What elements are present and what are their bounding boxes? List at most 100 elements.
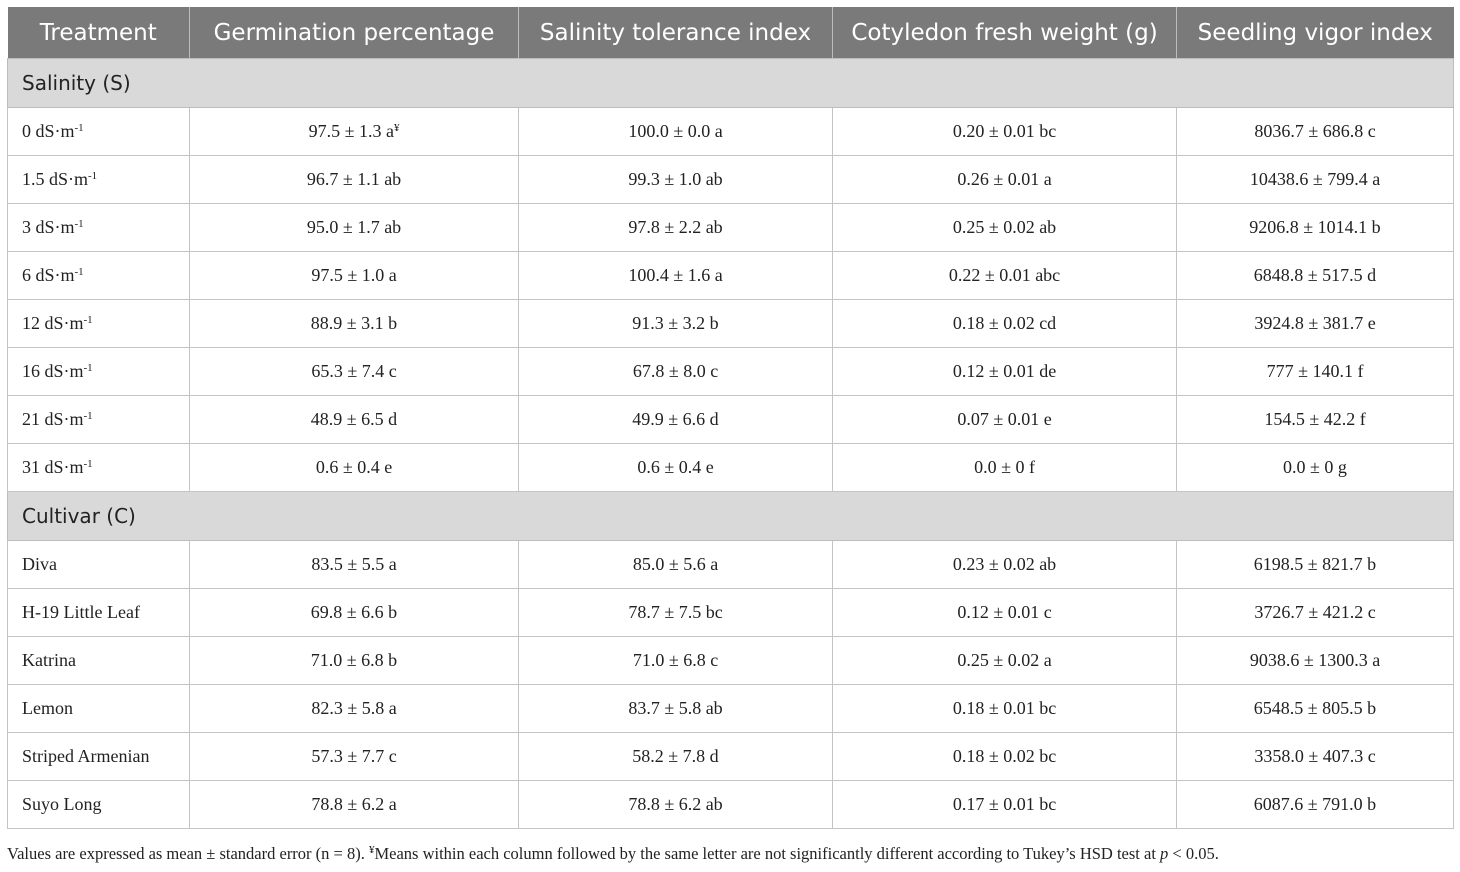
treatment-cell: Lemon [7, 684, 190, 733]
footnote-text-1: Values are expressed as mean ± standard … [7, 844, 369, 863]
germination-percentage-cell: 82.3 ± 5.8 a [189, 684, 519, 733]
cotyledon-fresh-weight-cell: 0.17 ± 0.01 bc [832, 780, 1177, 829]
cell-value: 91.3 ± 3.2 b [632, 313, 719, 333]
cell-value: 49.9 ± 6.6 d [632, 409, 719, 429]
section-title: Cultivar (C) [7, 491, 1454, 541]
cell-value: 0.25 ± 0.02 ab [952, 217, 1057, 237]
seedling-vigor-index-cell: 0.0 ± 0 g [1176, 443, 1454, 492]
cell-value: 0.0 ± 0 f [974, 457, 1035, 477]
header-germination-percentage: Germination percentage [189, 7, 519, 59]
cell-value: 85.0 ± 5.6 a [632, 554, 719, 574]
cell-value: 0.12 ± 0.01 de [952, 361, 1057, 381]
cell-value: 10438.6 ± 799.4 a [1249, 169, 1381, 189]
cell-value: 777 ± 140.1 f [1266, 361, 1364, 381]
cell-value: 69.8 ± 6.6 b [310, 602, 398, 622]
salinity-tolerance-index-cell: 100.0 ± 0.0 a [518, 107, 833, 156]
cell-value: 9038.6 ± 1300.3 a [1249, 650, 1381, 670]
results-table-container: Treatment Germination percentage Salinit… [7, 7, 1454, 829]
treatment-cell: Diva [7, 540, 190, 589]
cell-value: 78.7 ± 7.5 bc [628, 602, 723, 622]
salinity-tolerance-index-cell: 85.0 ± 5.6 a [518, 540, 833, 589]
cell-value: 3726.7 ± 421.2 c [1254, 602, 1376, 622]
salinity-tolerance-index-cell: 99.3 ± 1.0 ab [518, 155, 833, 204]
seedling-vigor-index-cell: 10438.6 ± 799.4 a [1176, 155, 1454, 204]
treatment-cell: 0 dS·m-1 [7, 107, 190, 156]
unit-exponent: -1 [83, 458, 93, 470]
cotyledon-fresh-weight-cell: 0.22 ± 0.01 abc [832, 251, 1177, 300]
cell-value: 71.0 ± 6.8 b [310, 650, 398, 670]
seedling-vigor-index-cell: 8036.7 ± 686.8 c [1176, 107, 1454, 156]
cell-value: 97.5 ± 1.3 a [308, 121, 394, 141]
cell-value: 0.26 ± 0.01 a [957, 169, 1052, 189]
cell-value: 67.8 ± 8.0 c [632, 361, 719, 381]
treatment-cell: Katrina [7, 636, 190, 685]
cell-value: 0.18 ± 0.02 cd [952, 313, 1057, 333]
cell-value: 0.17 ± 0.01 bc [952, 794, 1057, 814]
header-treatment: Treatment [7, 7, 190, 59]
results-table: Treatment Germination percentage Salinit… [7, 7, 1454, 829]
germination-percentage-cell: 95.0 ± 1.7 ab [189, 203, 519, 252]
table-row: 0 dS·m-1 97.5 ± 1.3 a¥ 100.0 ± 0.0 a 0.20 ±… [7, 107, 1454, 156]
cell-value: 97.8 ± 2.2 ab [628, 217, 723, 237]
treatment-label: Suyo Long [22, 794, 102, 814]
cell-value: 3924.8 ± 381.7 e [1254, 313, 1376, 333]
table-row: H-19 Little Leaf 69.8 ± 6.6 b 78.7 ± 7.5 b… [7, 588, 1454, 637]
cotyledon-fresh-weight-cell: 0.18 ± 0.02 cd [832, 299, 1177, 348]
treatment-cell: Striped Armenian [7, 732, 190, 781]
cell-value: 100.4 ± 1.6 a [628, 265, 723, 285]
cell-value: 0.18 ± 0.02 bc [952, 746, 1057, 766]
table-row: Katrina 71.0 ± 6.8 b 71.0 ± 6.8 c 0.25 ± 0.… [7, 636, 1454, 685]
seedling-vigor-index-cell: 3726.7 ± 421.2 c [1176, 588, 1454, 637]
unit-exponent: -1 [74, 266, 84, 278]
cotyledon-fresh-weight-cell: 0.25 ± 0.02 ab [832, 203, 1177, 252]
footnote-p-italic: p [1160, 844, 1169, 863]
treatment-label: 21 dS·m [22, 409, 84, 429]
treatment-cell: 31 dS·m-1 [7, 443, 190, 492]
treatment-cell: 21 dS·m-1 [7, 395, 190, 444]
treatment-label: 3 dS·m [22, 217, 75, 237]
section-row: Salinity (S) [7, 58, 1454, 108]
cell-value: 0.6 ± 0.4 e [637, 457, 714, 477]
germination-percentage-cell: 78.8 ± 6.2 a [189, 780, 519, 829]
germination-percentage-cell: 97.5 ± 1.3 a¥ [189, 107, 519, 156]
salinity-tolerance-index-cell: 83.7 ± 5.8 ab [518, 684, 833, 733]
germination-percentage-cell: 65.3 ± 7.4 c [189, 347, 519, 396]
table-row: 16 dS·m-1 65.3 ± 7.4 c 67.8 ± 8.0 c 0.12 ± … [7, 347, 1454, 396]
unit-exponent: -1 [88, 170, 98, 182]
salinity-tolerance-index-cell: 78.7 ± 7.5 bc [518, 588, 833, 637]
table-row: 1.5 dS·m-1 96.7 ± 1.1 ab 99.3 ± 1.0 ab 0.26… [7, 155, 1454, 204]
treatment-label: Lemon [22, 698, 73, 718]
treatment-cell: H-19 Little Leaf [7, 588, 190, 637]
treatment-label: 0 dS·m [22, 121, 75, 141]
footnote-text-3: < 0.05. [1168, 844, 1219, 863]
footnote-marker: ¥ [393, 122, 400, 134]
cell-value: 78.8 ± 6.2 ab [628, 794, 723, 814]
section-title: Salinity (S) [7, 58, 1454, 108]
germination-percentage-cell: 88.9 ± 3.1 b [189, 299, 519, 348]
cell-value: 96.7 ± 1.1 ab [306, 169, 402, 189]
germination-percentage-cell: 83.5 ± 5.5 a [189, 540, 519, 589]
cell-value: 82.3 ± 5.8 a [311, 698, 397, 718]
salinity-tolerance-index-cell: 71.0 ± 6.8 c [518, 636, 833, 685]
cotyledon-fresh-weight-cell: 0.18 ± 0.02 bc [832, 732, 1177, 781]
cell-value: 6548.5 ± 805.5 b [1253, 698, 1377, 718]
seedling-vigor-index-cell: 6198.5 ± 821.7 b [1176, 540, 1454, 589]
salinity-tolerance-index-cell: 0.6 ± 0.4 e [518, 443, 833, 492]
salinity-tolerance-index-cell: 97.8 ± 2.2 ab [518, 203, 833, 252]
table-row: Lemon 82.3 ± 5.8 a 83.7 ± 5.8 ab 0.18 ± 0.0… [7, 684, 1454, 733]
treatment-label: Katrina [22, 650, 76, 670]
germination-percentage-cell: 48.9 ± 6.5 d [189, 395, 519, 444]
table-row: 12 dS·m-1 88.9 ± 3.1 b 91.3 ± 3.2 b 0.18 ± … [7, 299, 1454, 348]
cotyledon-fresh-weight-cell: 0.20 ± 0.01 bc [832, 107, 1177, 156]
cell-value: 99.3 ± 1.0 ab [628, 169, 723, 189]
table-row: Diva 83.5 ± 5.5 a 85.0 ± 5.6 a 0.23 ± 0.02 … [7, 540, 1454, 589]
header-cotyledon-fresh-weight: Cotyledon fresh weight (g) [832, 7, 1177, 59]
unit-exponent: -1 [83, 362, 93, 374]
seedling-vigor-index-cell: 9206.8 ± 1014.1 b [1176, 203, 1454, 252]
seedling-vigor-index-cell: 6087.6 ± 791.0 b [1176, 780, 1454, 829]
cell-value: 48.9 ± 6.5 d [310, 409, 398, 429]
cell-value: 6198.5 ± 821.7 b [1253, 554, 1377, 574]
treatment-cell: 6 dS·m-1 [7, 251, 190, 300]
cell-value: 83.5 ± 5.5 a [311, 554, 397, 574]
treatment-label: 31 dS·m [22, 457, 84, 477]
